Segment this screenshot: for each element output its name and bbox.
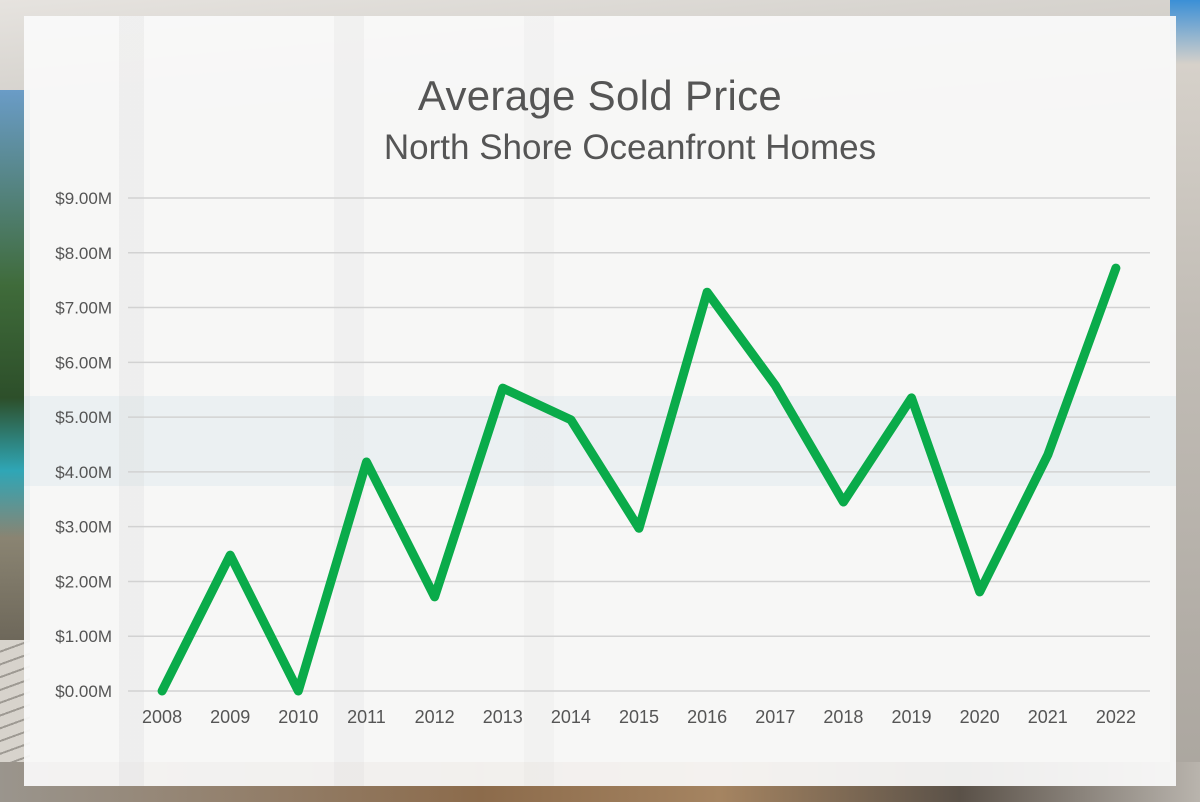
gridlines	[128, 197, 1150, 692]
y-axis-labels: $0.00M $1.00M $2.00M $3.00M $4.00M $5.00M $6.0…	[55, 189, 112, 701]
x-tick-label: 2014	[551, 707, 591, 727]
y-tick-label: $3.00M	[55, 518, 112, 537]
x-tick-label: 2022	[1096, 707, 1136, 727]
x-tick-label: 2020	[960, 707, 1000, 727]
x-tick-label: 2015	[619, 707, 659, 727]
x-tick-label: 2016	[687, 707, 727, 727]
x-tick-label: 2019	[892, 707, 932, 727]
y-tick-label: $8.00M	[55, 244, 112, 263]
y-tick-label: $0.00M	[55, 682, 112, 701]
x-axis-labels: 2008 2009 2010 2011 2012 2013 2014 2015 2016 2017…	[142, 707, 1136, 727]
y-tick-label: $4.00M	[55, 463, 112, 482]
x-tick-label: 2010	[278, 707, 318, 727]
chart-panel	[24, 16, 1176, 786]
x-tick-label: 2012	[415, 707, 455, 727]
x-tick-label: 2018	[823, 707, 863, 727]
y-tick-label: $1.00M	[55, 627, 112, 646]
y-tick-label: $7.00M	[55, 299, 112, 318]
chart-subtitle: North Shore Oceanfront Homes	[383, 128, 877, 167]
series-line-average-sold-price	[157, 263, 1121, 696]
x-tick-label: 2021	[1028, 707, 1068, 727]
x-tick-label: 2017	[755, 707, 795, 727]
chart-title: Average Sold Price	[417, 72, 783, 119]
y-tick-label: $9.00M	[55, 189, 112, 208]
y-tick-label: $2.00M	[55, 572, 112, 591]
x-tick-label: 2013	[483, 707, 523, 727]
x-tick-label: 2008	[142, 707, 182, 727]
x-tick-label: 2009	[210, 707, 250, 727]
y-tick-label: $6.00M	[55, 353, 112, 372]
y-tick-label: $5.00M	[55, 408, 112, 427]
x-tick-label: 2011	[347, 707, 386, 727]
